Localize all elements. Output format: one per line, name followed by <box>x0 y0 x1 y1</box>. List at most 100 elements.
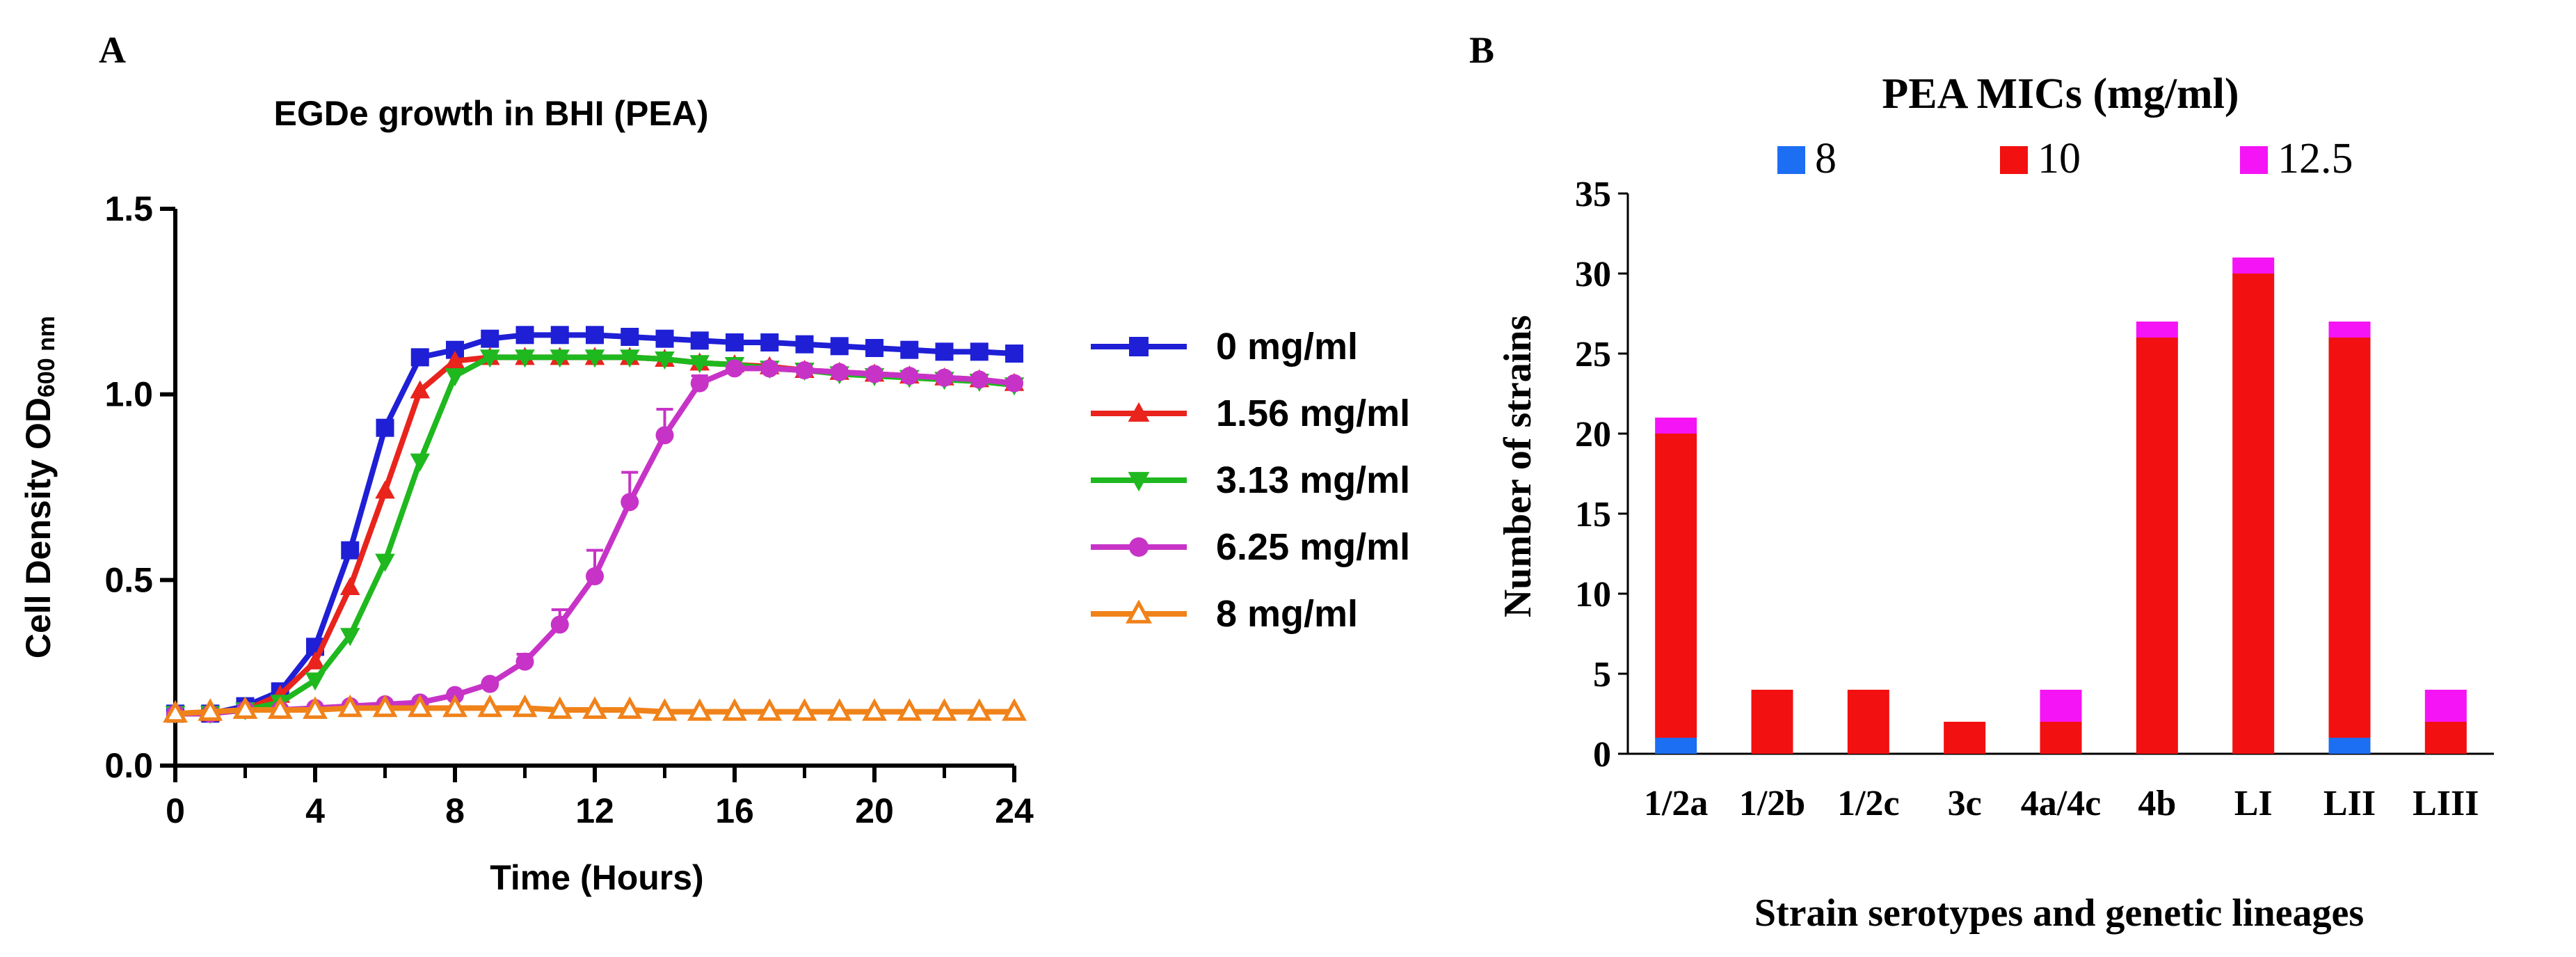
data-point <box>621 493 639 512</box>
data-point <box>582 696 607 719</box>
series-1-56-mg-ml <box>165 347 1025 722</box>
data-point <box>410 380 431 399</box>
data-point <box>935 368 954 387</box>
data-point <box>619 349 640 368</box>
panel-b-legend: 8 10 12.5 <box>1777 135 2353 182</box>
data-point <box>689 355 710 374</box>
data-point <box>410 453 431 472</box>
legend-marker <box>1128 472 1150 492</box>
data-point <box>865 339 883 357</box>
legend-marker <box>1129 337 1149 356</box>
bar-segment-12-5 <box>2232 258 2275 274</box>
data-point <box>267 696 293 719</box>
data-point <box>410 348 429 367</box>
bar-stack-li: LI <box>2232 258 2275 823</box>
data-point <box>407 694 433 718</box>
data-point <box>586 567 604 585</box>
y-tick-label: 5 <box>1593 655 1611 695</box>
data-point <box>372 694 398 718</box>
legend-label: 1.56 mg/ml <box>1216 393 1410 434</box>
data-point <box>550 326 569 345</box>
data-point <box>337 694 363 718</box>
y-tick-label: 1.0 <box>104 375 153 414</box>
data-point <box>515 349 535 368</box>
x-tick-label: 4a/4c <box>2021 784 2102 823</box>
data-point <box>722 698 747 721</box>
y-tick-label: 35 <box>1575 175 1611 214</box>
x-tick-label: 1/2c <box>1837 784 1900 823</box>
series-line <box>175 332 1015 717</box>
legend-item-1-56-mg-ml: 1.56 mg/ml <box>1091 393 1410 434</box>
bar-segment-12-5 <box>2328 322 2371 338</box>
series-3-13-mg-ml <box>165 349 1025 725</box>
data-point <box>970 342 989 361</box>
x-tick-label: LII <box>2323 784 2376 823</box>
data-point <box>655 351 675 370</box>
bar-segment-10 <box>1751 690 1793 754</box>
data-point <box>305 651 326 670</box>
legend-label: 8 mg/ml <box>1216 593 1358 635</box>
data-point <box>550 615 569 634</box>
x-tick-label: 8 <box>445 791 465 830</box>
data-point <box>375 553 395 572</box>
x-tick-label: LIII <box>2413 784 2479 823</box>
data-point <box>477 694 503 718</box>
data-point <box>897 698 922 721</box>
data-point <box>445 367 465 386</box>
data-point <box>339 628 360 647</box>
legend-item-12-5: 12.5 <box>2240 135 2353 182</box>
data-point <box>690 331 709 350</box>
bar-segment-10 <box>1847 690 1889 754</box>
data-point <box>621 328 639 346</box>
data-point <box>760 333 779 351</box>
legend-label: 8 <box>1815 135 1837 182</box>
data-point <box>375 480 395 499</box>
x-tick-label: 4 <box>305 791 325 830</box>
data-point <box>198 698 223 721</box>
data-point <box>617 696 643 719</box>
data-point <box>232 696 258 719</box>
data-point <box>865 365 883 383</box>
bar-segment-10 <box>1944 722 1986 754</box>
series-6-25-mg-ml <box>166 359 1023 723</box>
x-tick-label: 24 <box>995 791 1034 830</box>
legend-label: 10 <box>2038 135 2081 182</box>
bar-segment-12-5 <box>2136 322 2178 338</box>
x-tick-label: 1/2b <box>1739 784 1805 823</box>
panel-b-bars: 1/2a 1/2b 1/2c 3c 4a/4c 4b LI LII LIII <box>1644 258 2479 823</box>
y-tick-label: 10 <box>1575 575 1611 615</box>
y-tick-label: 0 <box>1593 735 1611 775</box>
data-point <box>479 349 500 368</box>
x-tick-label: 1/2a <box>1644 784 1708 823</box>
data-point <box>163 699 188 723</box>
panel-a-x-axis-label: Time (Hours) <box>490 858 703 897</box>
data-point <box>376 418 394 437</box>
panel-a: A EGDe growth in BHI (PEA) 0.00.51.01.50… <box>19 29 1410 897</box>
bar-stack-1-2c: 1/2c <box>1837 690 1900 823</box>
legend-swatch <box>2240 146 2268 174</box>
x-tick-label: 12 <box>575 791 614 830</box>
data-point <box>481 674 499 693</box>
x-tick-label: 16 <box>715 791 754 830</box>
panel-b-x-axis-label: Strain serotypes and genetic lineages <box>1754 892 2364 935</box>
legend-label: 0 mg/ml <box>1216 326 1358 367</box>
data-point <box>830 337 849 356</box>
data-point <box>757 698 783 721</box>
data-point <box>512 694 538 718</box>
bar-stack-lii: LII <box>2323 322 2376 823</box>
y-tick-label: 15 <box>1575 495 1611 535</box>
data-point <box>900 367 919 385</box>
bar-segment-10 <box>2328 338 2371 738</box>
data-point <box>726 359 744 378</box>
data-point <box>935 342 954 361</box>
bar-segment-12-5 <box>2424 690 2467 722</box>
panel-b: B PEA MICs (mg/ml) 8 10 12.5 0 5 10 15 20 25 30 3… <box>1469 29 2494 935</box>
bar-segment-10 <box>2232 274 2275 754</box>
data-point <box>550 349 570 368</box>
data-point <box>1002 698 1027 721</box>
y-tick-label: 20 <box>1575 415 1611 454</box>
legend-swatch <box>2000 146 2028 174</box>
bar-segment-8 <box>2328 738 2371 754</box>
data-point <box>442 694 467 718</box>
